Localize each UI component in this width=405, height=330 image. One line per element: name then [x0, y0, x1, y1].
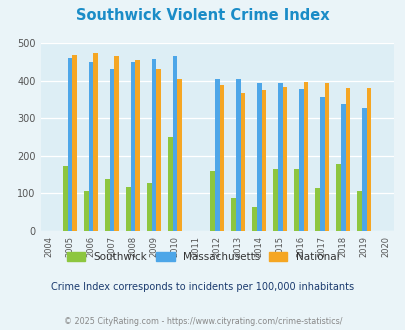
Legend: Southwick, Massachusetts, National: Southwick, Massachusetts, National [62, 248, 343, 266]
Bar [173, 56, 177, 231]
Bar [261, 89, 266, 231]
Bar [105, 179, 109, 231]
Bar [177, 79, 182, 231]
Bar [151, 59, 156, 231]
Bar [93, 53, 98, 231]
Bar [240, 93, 245, 231]
Bar [147, 183, 151, 231]
Bar [252, 207, 256, 231]
Bar [324, 83, 328, 231]
Bar [214, 79, 219, 231]
Bar [277, 83, 282, 231]
Bar [336, 164, 340, 231]
Bar [63, 166, 68, 231]
Bar [89, 62, 93, 231]
Bar [294, 169, 298, 231]
Bar [315, 188, 319, 231]
Bar [340, 104, 345, 231]
Bar [256, 83, 261, 231]
Bar [361, 108, 366, 231]
Bar [156, 69, 161, 231]
Bar [356, 191, 361, 231]
Bar [130, 62, 135, 231]
Bar [135, 60, 140, 231]
Bar [345, 88, 350, 231]
Bar [273, 169, 277, 231]
Bar [114, 56, 119, 231]
Bar [235, 79, 240, 231]
Bar [366, 88, 371, 231]
Text: Crime Index corresponds to incidents per 100,000 inhabitants: Crime Index corresponds to incidents per… [51, 282, 354, 292]
Bar [84, 191, 89, 231]
Bar [210, 171, 214, 231]
Bar [303, 82, 307, 231]
Bar [126, 186, 130, 231]
Bar [319, 97, 324, 231]
Bar [68, 58, 72, 231]
Bar [219, 85, 224, 231]
Text: © 2025 CityRating.com - https://www.cityrating.com/crime-statistics/: © 2025 CityRating.com - https://www.city… [64, 317, 341, 326]
Bar [298, 89, 303, 231]
Bar [282, 87, 286, 231]
Bar [109, 69, 114, 231]
Bar [231, 198, 235, 231]
Bar [168, 137, 173, 231]
Text: Southwick Violent Crime Index: Southwick Violent Crime Index [76, 8, 329, 23]
Bar [72, 54, 77, 231]
